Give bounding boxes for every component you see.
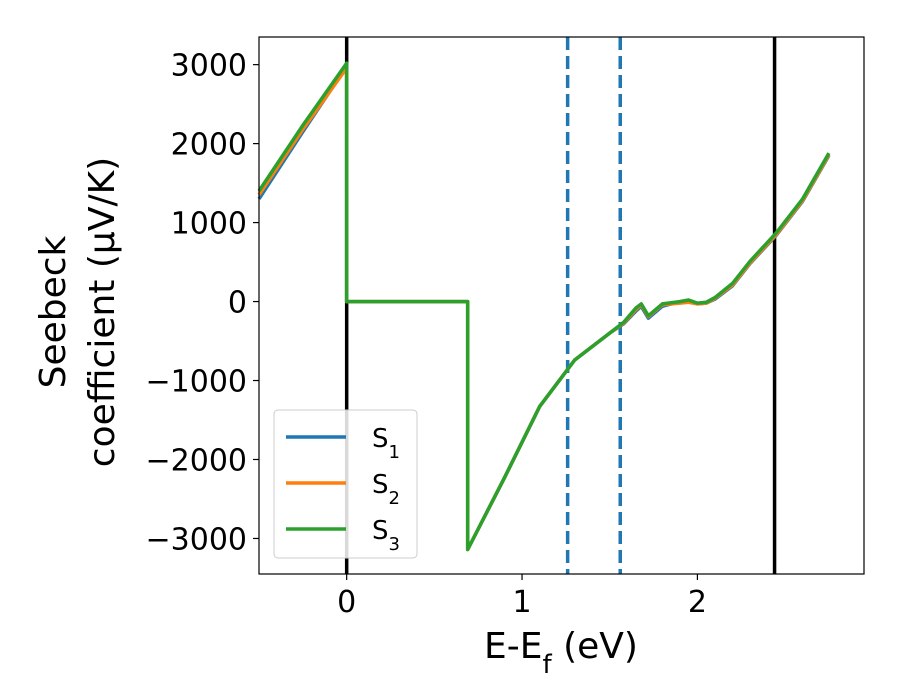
legend-label-s2: S2 [372,470,400,509]
y-tick-label: −3000 [146,522,247,557]
y-tick-label: 1000 [171,207,247,242]
y-axis-label-line2: coefficient (μV/K) [82,157,123,467]
x-tick-label: 1 [512,585,531,620]
y-tick-label: −2000 [146,443,247,478]
legend-label-s1: S1 [372,424,400,463]
x-tick-label: 0 [337,585,356,620]
y-axis-label-line1: Seebeck [33,235,74,388]
y-tick-label: −1000 [146,365,247,400]
plot-frame [258,36,865,575]
x-axis-label: E-Ef (eV) [484,626,638,680]
y-tick-label: 3000 [171,49,247,84]
legend-label-s3: S3 [372,516,400,555]
x-tick-label: 2 [688,585,707,620]
legend: S1 S2 S3 [273,409,418,559]
y-tick-label: 2000 [171,128,247,163]
y-tick-label: 0 [228,286,247,321]
series-s3-line [257,61,831,552]
